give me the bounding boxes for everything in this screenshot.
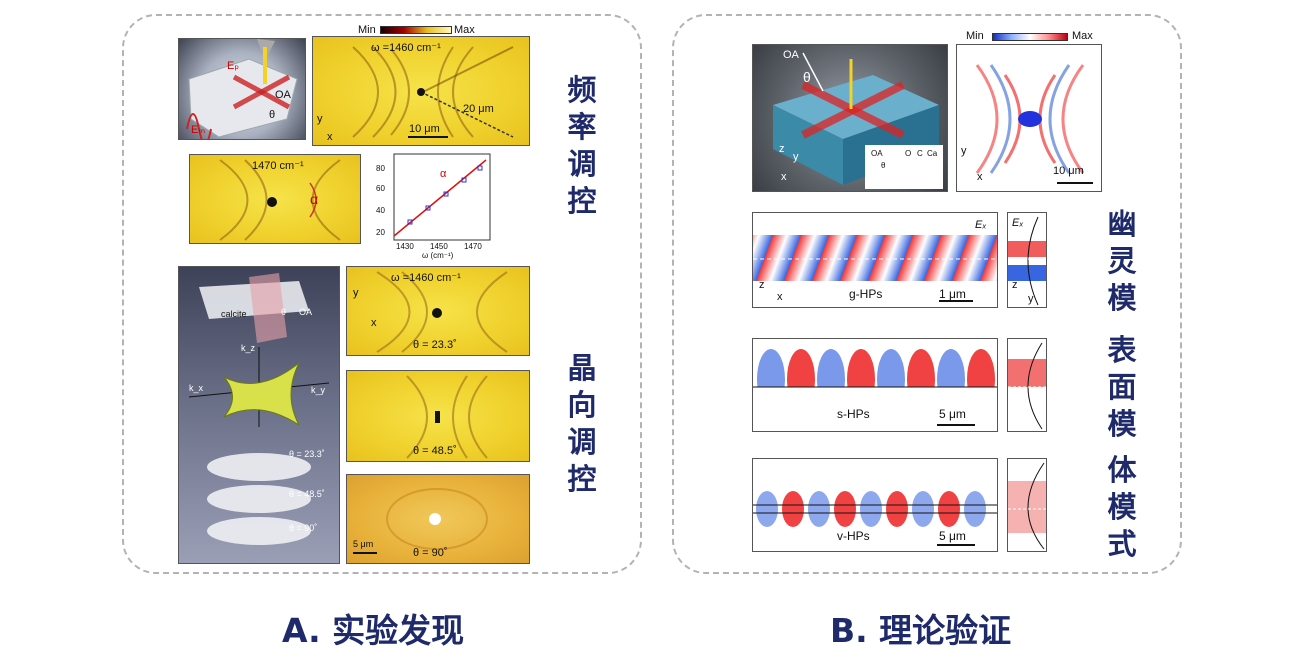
inset-plot-alpha-vs-omega: α 20 40 60 80 1430 1450 1470 ω (cm⁻¹) (366, 150, 494, 262)
em-label: Eₘ (191, 124, 206, 136)
inset-ytick: 80 (376, 164, 385, 173)
inset-theta-label: θ (881, 161, 886, 170)
profile-v-hps (1007, 458, 1047, 552)
nearfield-image-1470: 1470 cm⁻¹ α (189, 154, 361, 244)
fieldmap-scale: 10 μm (1053, 165, 1084, 177)
kx-label: k_x (189, 383, 204, 393)
inset-c-label: C (917, 149, 923, 158)
inset-xtick: 1430 (396, 242, 414, 251)
image1-axis-y: y (317, 113, 323, 125)
inset-alpha-label: α (440, 168, 447, 180)
g-hps-scale: 1 μm (939, 287, 966, 301)
profile-field-label: Eₓ (1012, 217, 1024, 229)
kz-label: k_z (241, 343, 256, 353)
image2-omega: 1470 cm⁻¹ (252, 160, 304, 172)
inset-ca-label: Ca (927, 149, 938, 158)
ep-label: Eₚ (227, 60, 240, 72)
inset-o-label: O (905, 149, 912, 158)
v-hps-scale: 5 μm (939, 529, 966, 543)
colorbar-b (992, 33, 1068, 41)
v-hps-name: v-HPs (837, 529, 870, 543)
mode-map-g-hps: Eₓ z x g-HPs 1 μm (752, 212, 998, 308)
nearfield-image-theta-48: θ = 48.5˚ (346, 370, 530, 462)
nearfield-image-1460: ω =1460 cm⁻¹ 20 μm 10 μm y x (312, 36, 530, 146)
crystal-axis-x: x (781, 171, 787, 183)
inset-xtick: 1450 (430, 242, 448, 251)
image5-theta: θ = 90˚ (413, 547, 448, 559)
image1-scale: 10 μm (409, 123, 440, 135)
theta-label-b: θ (281, 307, 287, 317)
theta-48-label: θ = 48.5˚ (289, 489, 325, 499)
simulated-field-map: y x 10 μm (956, 44, 1102, 192)
nearfield-image-theta-23: ω =1460 cm⁻¹ θ = 23.3˚ y x (346, 266, 530, 356)
image5-scale: 5 μm (353, 539, 374, 549)
oa-label-b: OA (299, 307, 313, 317)
colorbar-a-max: Max (454, 24, 475, 36)
inset-oa-label: OA (871, 149, 883, 158)
image3-axis-y: y (353, 287, 359, 299)
image1-omega: ω =1460 cm⁻¹ (371, 42, 441, 54)
ky-label: k_y (311, 385, 326, 395)
label-orientation-tuning: 晶向调控 (567, 351, 597, 496)
g-hps-axis-z: z (759, 279, 765, 291)
s-hps-scale: 5 μm (939, 407, 966, 421)
inset-xtick: 1470 (464, 242, 482, 251)
inset-ytick: 40 (376, 206, 385, 215)
profile-g-hps: Eₓ z y (1007, 212, 1047, 308)
s-hps-name: s-HPs (837, 407, 870, 421)
theta-label: θ (269, 109, 276, 121)
g-hps-field-label: Eₓ (975, 219, 987, 231)
theta-90-label: θ = 90˚ (289, 523, 318, 533)
inset-ytick: 20 (376, 228, 385, 237)
crystal-oa-label: OA (783, 49, 799, 61)
label-ghost-mode: 幽灵模 (1107, 207, 1137, 315)
image2-alpha: α (310, 191, 319, 207)
inset-xlabel: ω (cm⁻¹) (422, 251, 454, 260)
theta-23-label: θ = 23.3˚ (289, 449, 325, 459)
profile-s-hps (1007, 338, 1047, 432)
panel-a-frame (122, 14, 642, 574)
calcite-label: calcite (221, 309, 247, 319)
image1-axis-x: x (327, 131, 333, 143)
crystal-axis-z: z (779, 143, 785, 155)
fieldmap-axis-y: y (961, 145, 967, 157)
schematic-crystal-3d: OA θ z y x OA θ O C Ca (752, 44, 948, 192)
crystal-theta-label: θ (803, 69, 811, 85)
heading-experimental: A. 实验发现 (282, 611, 465, 650)
schematic-isofrequency: calcite OA θ k_z k_x k_y θ = 23.3˚ θ = 4… (178, 266, 340, 564)
inset-ytick: 60 (376, 184, 385, 193)
crystal-axis-y: y (793, 151, 799, 163)
fieldmap-axis-x: x (977, 171, 983, 183)
panel-b-frame (672, 14, 1182, 574)
colorbar-a (380, 26, 452, 34)
g-hps-axis-x: x (777, 291, 783, 303)
image1-path-length: 20 μm (463, 103, 494, 115)
label-frequency-tuning: 频率调控 (567, 73, 597, 218)
profile-axis-y: y (1028, 293, 1034, 305)
mode-map-s-hps: s-HPs 5 μm (752, 338, 998, 432)
schematic-tip-crystal: Eₚ OA θ Eₘ (178, 38, 306, 140)
label-surface-mode: 表面模 (1107, 333, 1137, 441)
oa-label: OA (275, 89, 291, 101)
image3-axis-x: x (371, 317, 377, 329)
colorbar-b-max: Max (1072, 30, 1093, 42)
label-bulk-mode: 体模式 (1107, 453, 1137, 561)
nearfield-image-theta-90: θ = 90˚ 5 μm (346, 474, 530, 564)
image4-theta: θ = 48.5˚ (413, 445, 457, 457)
mode-map-v-hps: v-HPs 5 μm (752, 458, 998, 552)
colorbar-b-min: Min (966, 30, 984, 42)
image3-omega: ω =1460 cm⁻¹ (391, 272, 461, 284)
profile-axis-z: z (1012, 279, 1018, 291)
heading-theoretical: B. 理论验证 (830, 611, 1012, 650)
image3-theta: θ = 23.3˚ (413, 339, 457, 351)
colorbar-a-min: Min (358, 24, 376, 36)
g-hps-name: g-HPs (849, 287, 883, 301)
